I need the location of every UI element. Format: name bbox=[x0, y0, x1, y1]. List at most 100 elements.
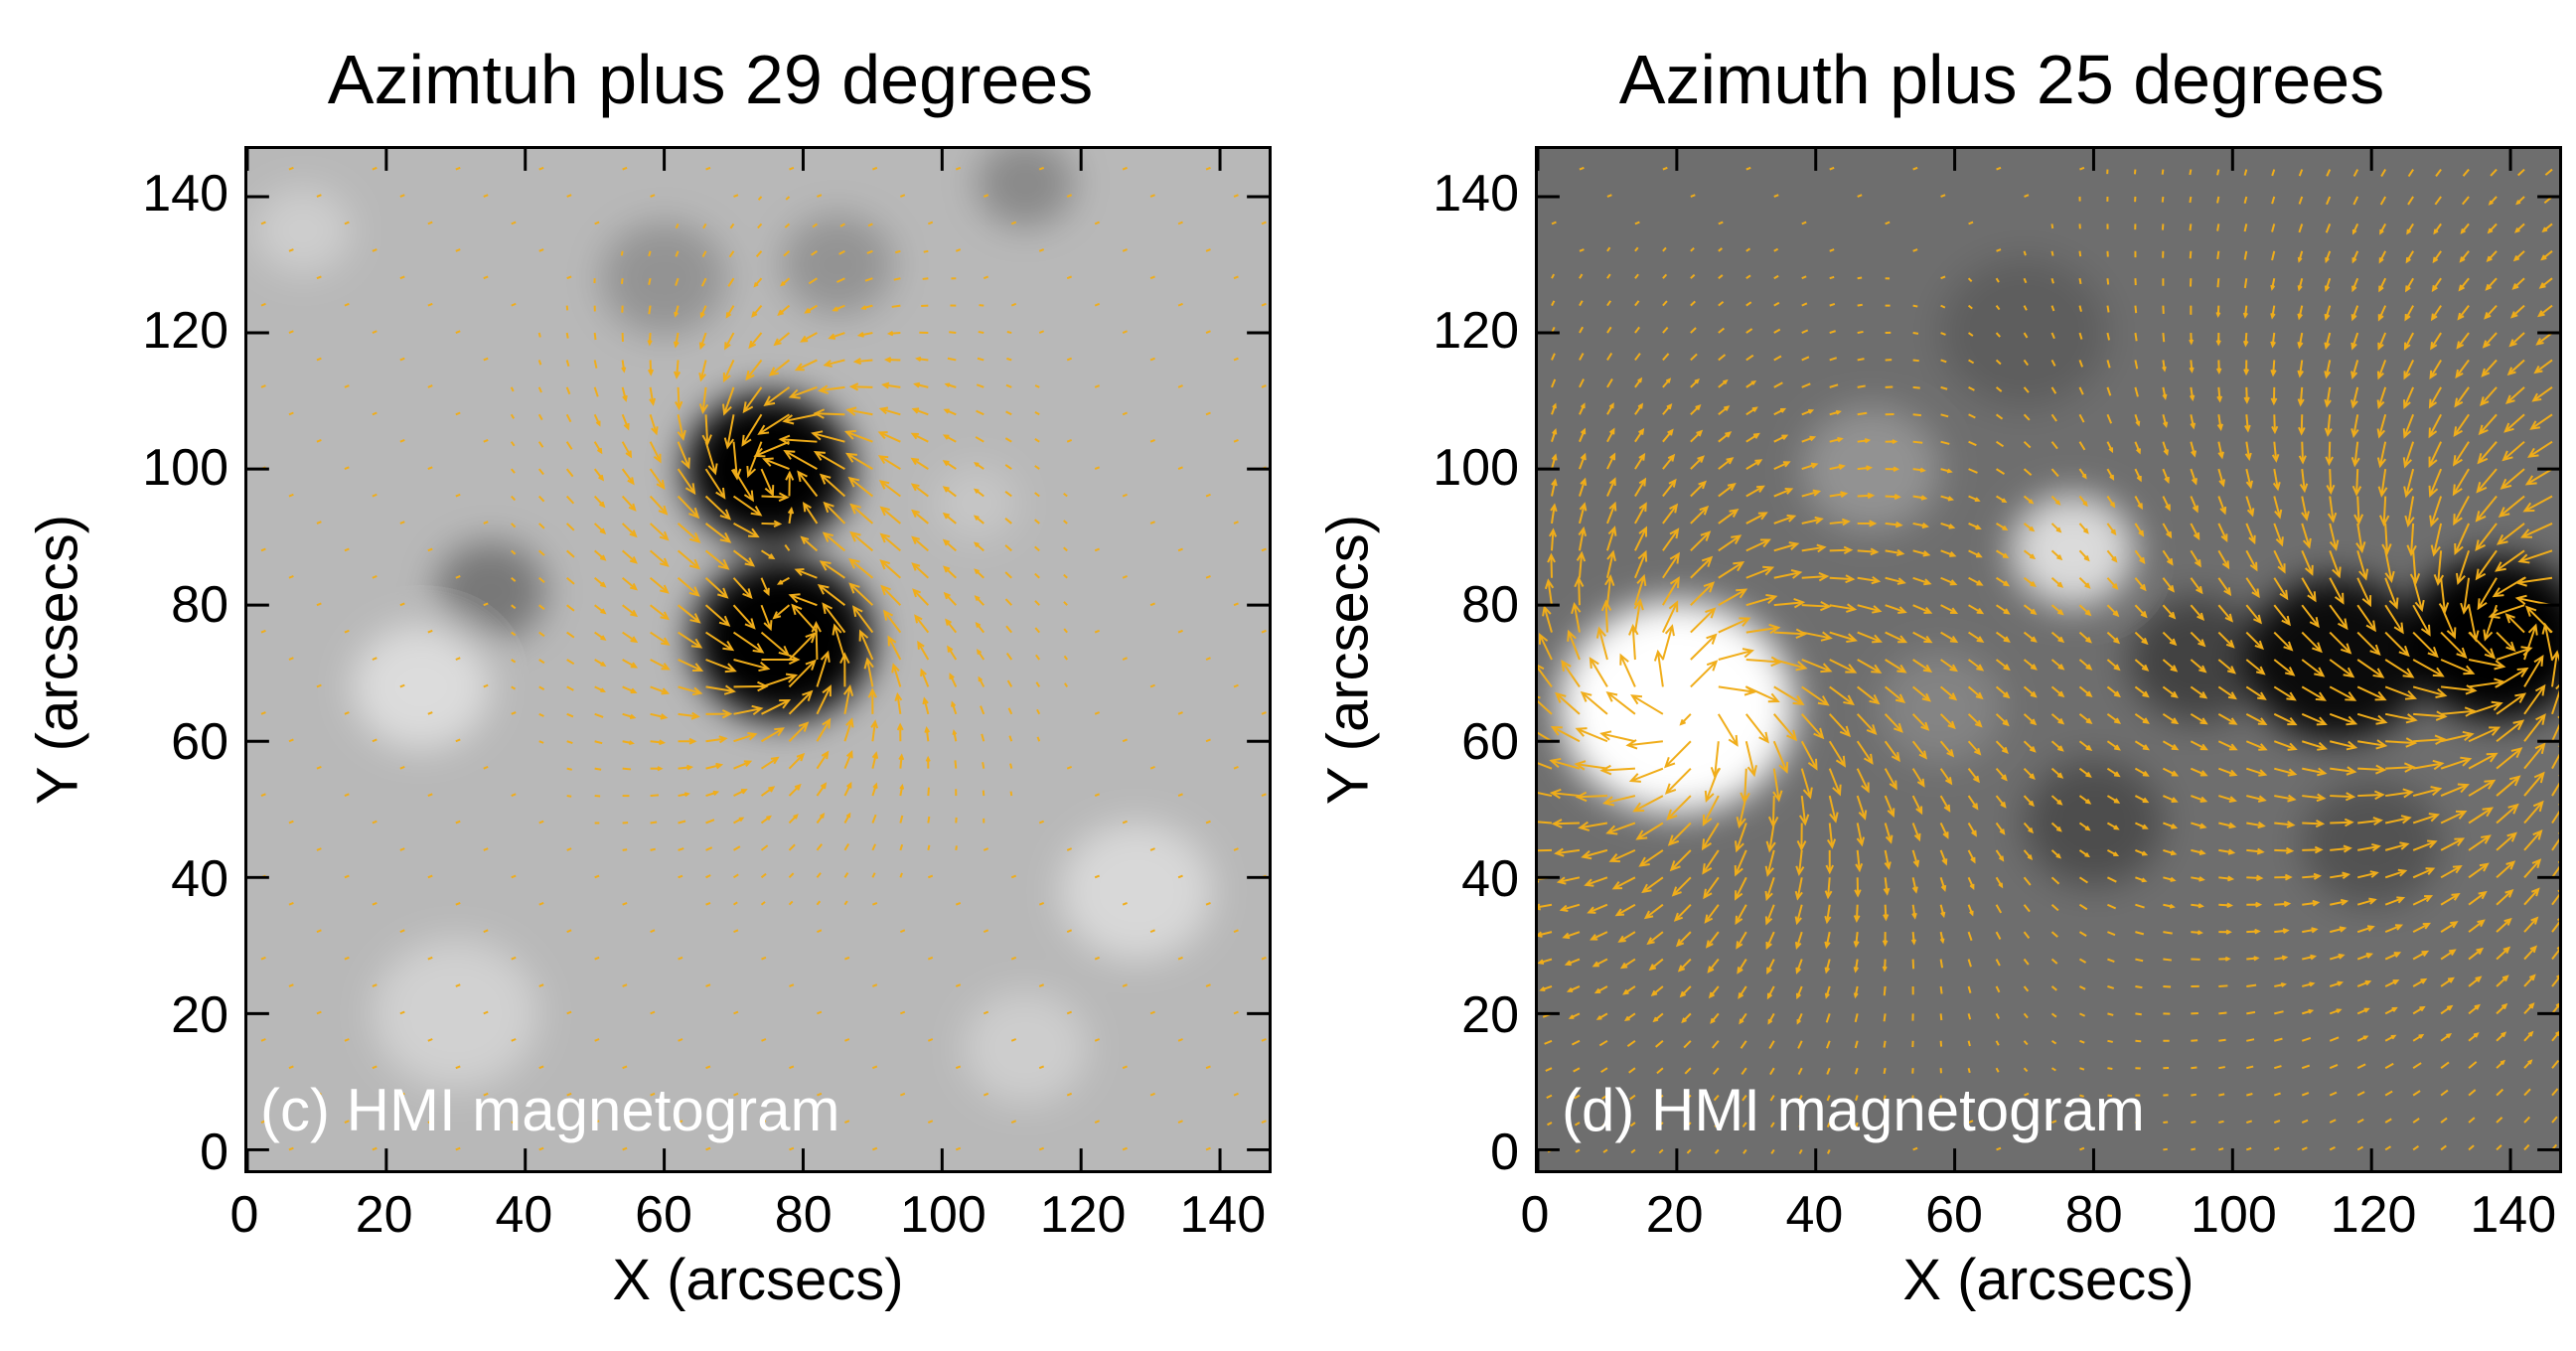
panel-d-arrowhead-394 bbox=[1856, 836, 1866, 847]
panel-c-arrow-684 bbox=[1122, 983, 1128, 987]
panel-d-arrowhead-165 bbox=[1667, 428, 1674, 436]
panel-c-arrow-691 bbox=[1122, 411, 1128, 416]
panel-c-arrowhead-567 bbox=[943, 565, 951, 573]
panel-d-arrowhead-1095 bbox=[2425, 867, 2436, 875]
panel-d-arrowhead-1275 bbox=[2555, 1002, 2559, 1008]
panel-d-arrow-769 bbox=[2162, 685, 2178, 698]
panel-d-arrowhead-953 bbox=[2316, 716, 2328, 726]
panel-d-arrowhead-951 bbox=[2317, 767, 2328, 777]
panel-d-arrow-1145 bbox=[2432, 523, 2443, 555]
panel-d-arrow-235 bbox=[1718, 431, 1732, 443]
panel-c-arrowhead-458 bbox=[811, 430, 824, 441]
panel-c-arrow-608 bbox=[1010, 1038, 1017, 1042]
panel-d-arrow-217 bbox=[1706, 931, 1720, 948]
panel-c-arrow-744 bbox=[1261, 1120, 1267, 1124]
panel-d-arrow-308 bbox=[1773, 355, 1782, 362]
panel-d-arrow-1049 bbox=[2384, 1118, 2392, 1124]
panel-d-arrow-637 bbox=[2050, 413, 2057, 422]
panel-d-arrow-298 bbox=[1773, 631, 1806, 636]
panel-d-arrow-369 bbox=[1829, 576, 1854, 581]
panel-c-arrow-536 bbox=[917, 642, 930, 661]
panel-d-arrow-1286 bbox=[2551, 689, 2559, 715]
panel-d-arrow-295 bbox=[1773, 713, 1797, 741]
panel-c-arrowhead-590 bbox=[978, 676, 984, 682]
panel-c-arrow-350 bbox=[761, 956, 767, 961]
panel-d-arrow-951 bbox=[2302, 767, 2326, 775]
panel-d-arrow-94 bbox=[1606, 454, 1615, 470]
panel-d-arrow-895 bbox=[2243, 278, 2248, 289]
panel-d-arrowhead-805 bbox=[2199, 717, 2208, 725]
panel-c-arrowhead-538 bbox=[912, 588, 921, 598]
panel-c-arrowhead-417 bbox=[822, 717, 832, 729]
panel-d-arrow-234 bbox=[1718, 457, 1734, 470]
panel-d-arrow-481 bbox=[1912, 166, 1918, 171]
panel-d-arrowhead-1052 bbox=[2390, 1034, 2397, 1040]
panel-d-arrow-732 bbox=[2134, 685, 2149, 697]
panel-c-arrowhead-192 bbox=[600, 581, 607, 588]
panel-d-arrow-1055 bbox=[2384, 952, 2400, 961]
panel-d-arrowhead-836 bbox=[2227, 875, 2235, 882]
panel-d-arrowhead-621 bbox=[2055, 853, 2062, 859]
panel-c-title: Azimtuh plus 29 degrees bbox=[327, 41, 1094, 118]
panel-d-arrowhead-735 bbox=[2140, 611, 2148, 619]
panel-d-arrowhead-151 bbox=[1635, 829, 1648, 840]
panel-d-arrowhead-194 bbox=[1703, 581, 1716, 593]
panel-d-arrow-792 bbox=[2191, 1066, 2197, 1070]
panel-c-arrow-179 bbox=[594, 1120, 600, 1124]
panel-d-arrow-139 bbox=[1658, 1148, 1664, 1154]
panel-d-arrow-934 bbox=[2271, 224, 2276, 232]
panel-c-arrow-439 bbox=[844, 1038, 850, 1042]
panel-d-arrow-19 bbox=[1543, 606, 1553, 633]
panel-d-arrowhead-496 bbox=[1947, 720, 1956, 730]
panel-d-arrow-352 bbox=[1826, 1040, 1831, 1049]
panel-d-arrow-758 bbox=[2163, 984, 2172, 988]
panel-c-arrowhead-421 bbox=[791, 603, 803, 616]
panel-d-arrow-1097 bbox=[2412, 814, 2439, 825]
panel-d-arrow-1245 bbox=[2523, 801, 2543, 825]
panel-d-arrow-802 bbox=[2191, 795, 2206, 803]
panel-d-arrow-278 bbox=[1745, 166, 1751, 171]
panel-d-arrowhead-667 bbox=[2083, 527, 2089, 534]
panel-d-arrowhead-60 bbox=[1580, 427, 1587, 435]
panel-d-arrow-418 bbox=[1883, 1068, 1887, 1075]
panel-d-arrowhead-459 bbox=[1912, 859, 1920, 868]
panel-c-arrow-738 bbox=[1233, 602, 1239, 607]
panel-c-arrow-250 bbox=[649, 468, 666, 489]
panel-d-arrowhead-427 bbox=[1885, 834, 1894, 844]
panel-c-arrow-201 bbox=[593, 332, 597, 341]
panel-c-blob-8 bbox=[1060, 822, 1214, 961]
panel-d-arrow-583 bbox=[2023, 985, 2030, 992]
panel-c-arrow-388 bbox=[788, 690, 813, 715]
panel-d-arrow-70 bbox=[1601, 1122, 1608, 1126]
panel-d-arrow-1131 bbox=[2440, 893, 2460, 906]
panel-d-arrowhead-268 bbox=[1755, 485, 1765, 494]
panel-d-arrow-651 bbox=[2078, 958, 2087, 964]
panel-d-arrowhead-601 bbox=[2028, 499, 2035, 505]
panel-d-arrow-574 bbox=[1995, 332, 2001, 338]
panel-d-arrow-85 bbox=[1581, 691, 1608, 715]
panel-d-arrow-437 bbox=[1885, 549, 1903, 555]
panel-c-arrow-22 bbox=[288, 330, 294, 334]
panel-d-arrow-838 bbox=[2218, 822, 2235, 828]
panel-c-arrowhead-273 bbox=[689, 613, 701, 624]
panel-d-arrow-260 bbox=[1745, 713, 1769, 743]
panel-d-arrow-616 bbox=[2050, 985, 2057, 991]
panel-d-arrow-682 bbox=[2107, 1067, 2113, 1071]
panel-d-arrowhead-80 bbox=[1581, 850, 1592, 860]
panel-d-arrowhead-494 bbox=[1944, 777, 1953, 786]
panel-d-arrow-811 bbox=[2190, 549, 2201, 566]
panel-c-arrow-511 bbox=[880, 559, 902, 579]
panel-c-arrow-649 bbox=[1034, 384, 1040, 388]
panel-d-arrowhead-491 bbox=[1941, 858, 1948, 866]
panel-d-arrow-852 bbox=[2217, 441, 2223, 458]
panel-c-arrowhead-514 bbox=[878, 480, 890, 490]
panel-c-arrow-102 bbox=[483, 847, 489, 851]
panel-d-arrow-1222 bbox=[2478, 441, 2498, 464]
panel-c-arrow-57 bbox=[372, 493, 378, 498]
panel-d-arrow-1232 bbox=[2490, 168, 2498, 177]
panel-d-arrow-1105 bbox=[2412, 604, 2431, 636]
panel-c-arrow-248 bbox=[649, 523, 669, 540]
panel-c-arrowhead-386 bbox=[796, 752, 806, 762]
panel-d-arrow-1123 bbox=[2440, 1117, 2448, 1124]
panel-c-arrow-521 bbox=[891, 304, 901, 308]
